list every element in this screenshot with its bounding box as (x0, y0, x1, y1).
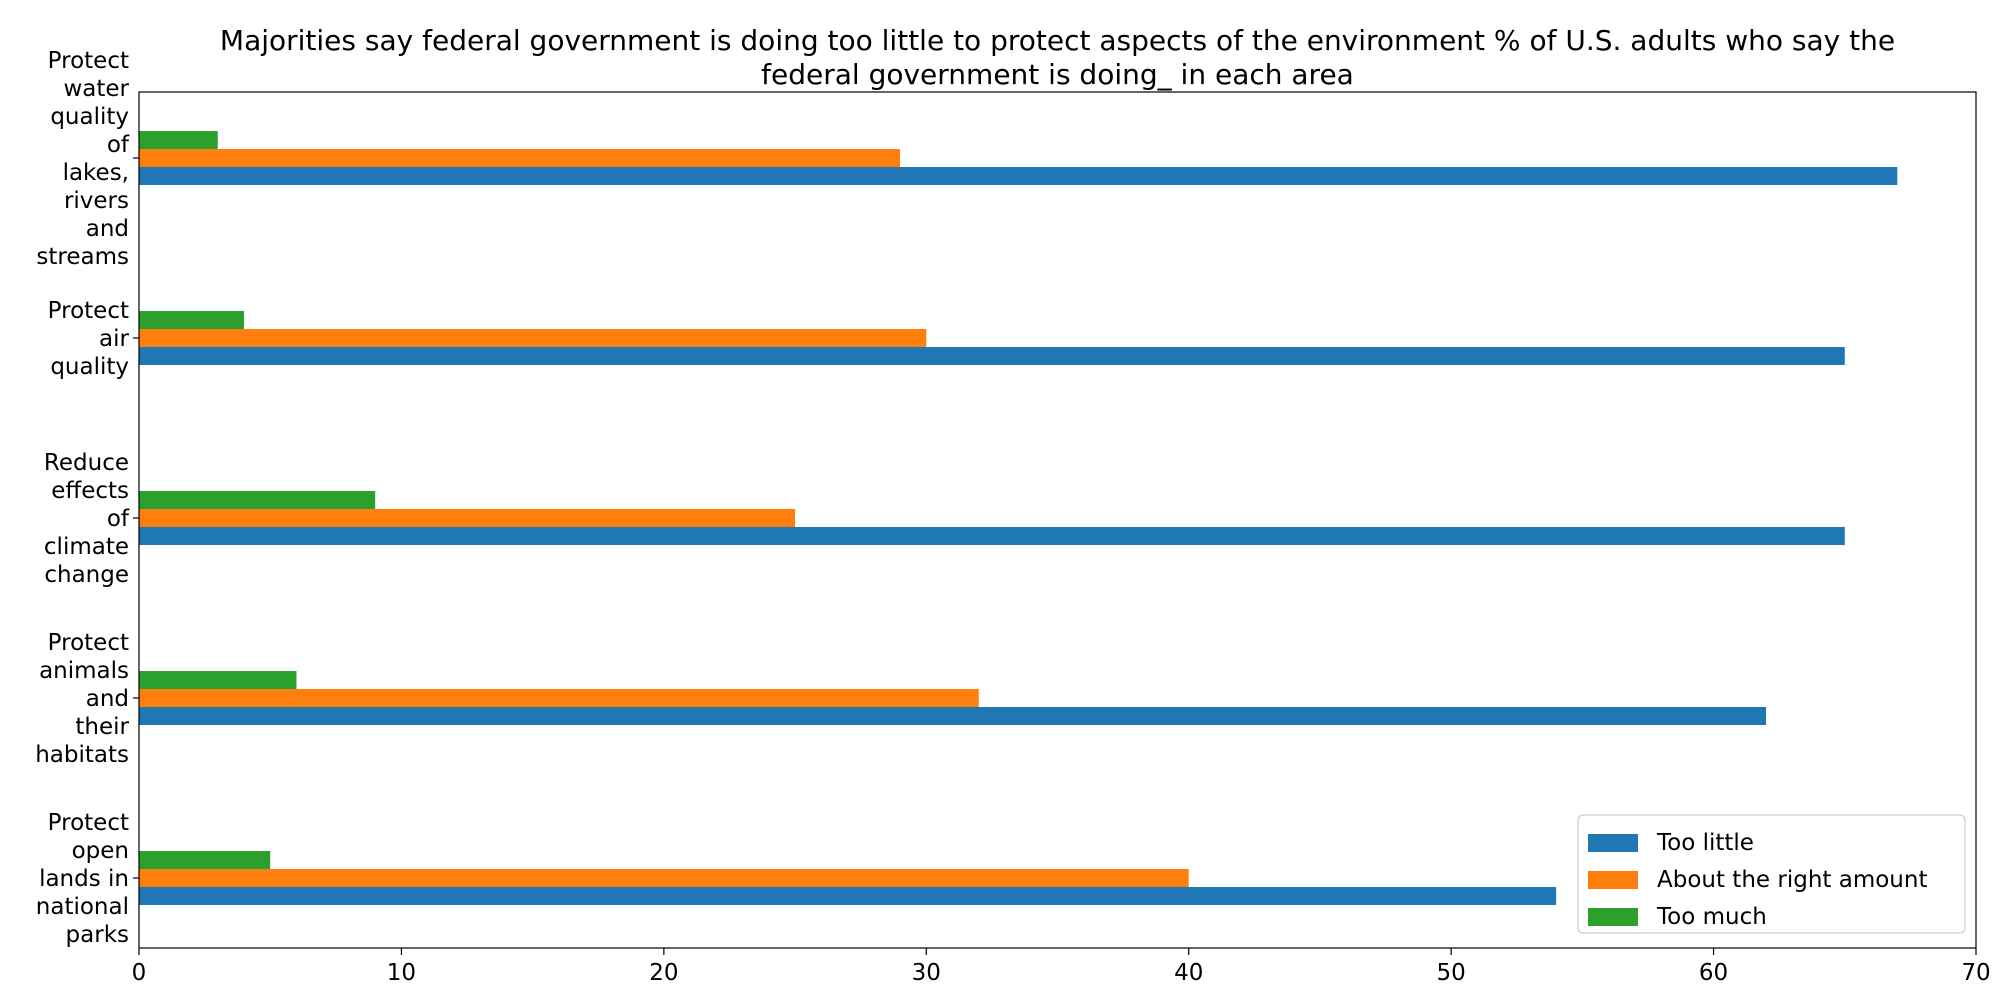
bar (139, 347, 1845, 365)
legend-swatch (1588, 908, 1638, 926)
plot-area-frame (138, 91, 1977, 949)
y-category-label-line: water (63, 76, 129, 102)
bar (139, 491, 376, 509)
bar (139, 869, 1189, 887)
legend-label: Too little (1656, 830, 1754, 856)
legend-label: About the right amount (1657, 867, 1927, 893)
y-category-label-line: rivers (64, 188, 129, 214)
legend: Too little About the right amount Too much (1577, 814, 1966, 934)
y-category-label-line: and (86, 216, 129, 242)
x-tick-label: 40 (1174, 960, 1203, 986)
bar (139, 671, 297, 689)
y-category-label-line: Protect (48, 810, 129, 836)
y-category-label-line: habitats (35, 742, 129, 768)
bars (139, 131, 1898, 905)
bar (139, 149, 901, 167)
y-category-label-line: lakes, (63, 160, 129, 186)
y-category-label-line: quality (50, 104, 129, 130)
y-category-label-line: streams (36, 244, 129, 270)
x-tick-label: 0 (132, 960, 147, 986)
x-tick-label: 30 (912, 960, 941, 986)
bar (139, 851, 271, 869)
chart-title-line: federal government is doing_ in each are… (761, 58, 1354, 91)
y-category-label-line: their (75, 714, 129, 740)
y-category-label-line: effects (51, 478, 129, 504)
y-category-label-line: Protect (48, 48, 129, 74)
legend-swatch (1588, 834, 1638, 852)
chart-title: Majorities say federal government is doi… (220, 24, 1895, 91)
x-tick-label: 70 (1961, 960, 1990, 986)
x-tick-label: 60 (1699, 960, 1728, 986)
bar (139, 509, 796, 527)
y-category-label-line: Protect (48, 630, 129, 656)
bar (139, 311, 244, 329)
bar (139, 707, 1767, 725)
bar (139, 131, 218, 149)
x-tick-label: 10 (387, 960, 416, 986)
x-tick-label: 50 (1437, 960, 1466, 986)
y-axis: Protectwaterqualityoflakes,riversandstre… (35, 48, 139, 948)
y-category-label-line: change (44, 562, 129, 588)
bar (139, 527, 1845, 545)
chart-title-line: Majorities say federal government is doi… (220, 24, 1895, 57)
bar (139, 887, 1557, 905)
y-category-label-line: Reduce (44, 450, 129, 476)
y-category-label-line: open (72, 838, 129, 864)
bar (139, 689, 979, 707)
legend-box (1577, 814, 1966, 934)
y-category-label: Protectwaterqualityoflakes,riversandstre… (36, 48, 129, 270)
y-category-label-line: climate (44, 534, 129, 560)
y-category-label-line: national (36, 894, 129, 920)
legend-swatch (1588, 871, 1638, 889)
y-category-label-line: quality (50, 354, 129, 380)
bar (139, 329, 927, 347)
legend-label: Too much (1656, 904, 1767, 930)
x-tick-label: 20 (649, 960, 678, 986)
y-category-label-line: air (99, 326, 129, 352)
bar (139, 167, 1898, 185)
x-axis: 0 10 20 30 40 50 60 70 (132, 948, 1991, 986)
y-category-label-line: lands in (39, 866, 129, 892)
y-category-label-line: parks (66, 922, 129, 948)
y-category-label-line: animals (39, 658, 129, 684)
y-category-label-line: of (107, 132, 130, 158)
y-category-label-line: of (107, 506, 130, 532)
y-category-label-line: Protect (48, 298, 129, 324)
y-category-label-line: and (86, 686, 129, 712)
